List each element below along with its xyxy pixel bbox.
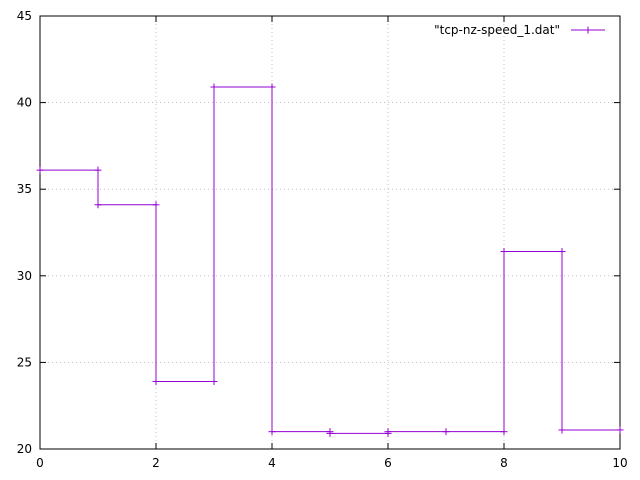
data-point-marker (500, 248, 508, 256)
y-tick-label: 30 (17, 269, 32, 283)
data-point-marker (558, 426, 566, 434)
data-point-marker (442, 428, 450, 436)
x-tick-label: 4 (268, 456, 276, 470)
data-point-marker (94, 166, 102, 174)
y-tick-label: 40 (17, 96, 32, 110)
data-point-marker (268, 428, 276, 436)
data-point-marker (152, 201, 160, 209)
y-tick-label: 20 (17, 442, 32, 456)
x-tick-label: 2 (152, 456, 160, 470)
data-point-marker (558, 248, 566, 256)
series-line (40, 86, 620, 434)
y-tick-label: 45 (17, 9, 32, 23)
y-tick-label: 35 (17, 182, 32, 196)
data-point-marker (210, 83, 218, 91)
legend-label: "tcp-nz-speed_1.dat" (434, 23, 560, 37)
data-point-marker (94, 201, 102, 209)
x-tick-label: 10 (612, 456, 627, 470)
plot-frame (39, 15, 621, 450)
plot-border (39, 15, 621, 450)
data-point-marker (500, 428, 508, 436)
data-point-marker (152, 377, 160, 385)
data-point-marker (268, 83, 276, 91)
x-tick-label: 6 (384, 456, 392, 470)
y-tick-label: 25 (17, 355, 32, 369)
data-point-marker (326, 429, 334, 437)
x-tick-label: 0 (36, 456, 44, 470)
series-layer (36, 83, 624, 437)
grid-lines (40, 16, 620, 449)
data-point-marker (210, 377, 218, 385)
data-point-marker (36, 166, 44, 174)
legend: "tcp-nz-speed_1.dat" (434, 23, 605, 37)
data-point-marker (384, 428, 392, 436)
x-tick-label: 8 (500, 456, 508, 470)
axis-ticks: 0 2 4 6 8 10 20 25 30 35 40 45 (17, 9, 628, 470)
data-point-marker (616, 426, 624, 434)
